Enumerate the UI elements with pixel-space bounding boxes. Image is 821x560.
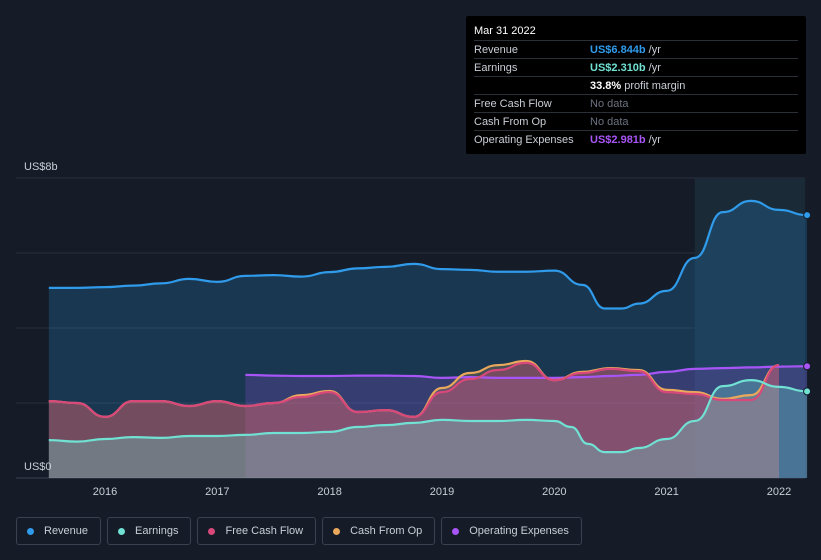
revenue-endpoint-marker: [803, 211, 812, 220]
earnings-area: [48, 380, 808, 478]
legend-dot-icon: [333, 527, 341, 535]
legend-label: Earnings: [135, 525, 179, 537]
legend-dot-icon: [118, 527, 126, 535]
earnings-endpoint-marker: [803, 387, 812, 396]
y-axis-top-label: US$8b: [24, 161, 58, 173]
free-cash-flow-line: [48, 361, 780, 418]
legend-label: Free Cash Flow: [225, 525, 304, 537]
data-tooltip: Mar 31 2022 Revenue US$6.844b/yr Earnings U…: [466, 16, 806, 154]
earnings-line: [48, 379, 808, 454]
operating-expenses-endpoint-marker: [803, 362, 812, 371]
x-tick-label: 2022: [767, 486, 791, 498]
series-lines: [48, 199, 808, 454]
revenue-area: [48, 200, 808, 478]
tooltip-row-value: US$6.844b: [590, 43, 646, 56]
chart-legend: Revenue Earnings Free Cash Flow Cash From O…: [16, 517, 582, 545]
legend-label: Revenue: [44, 525, 89, 537]
grid-lines: [16, 177, 805, 479]
tooltip-row-label: Free Cash Flow: [474, 97, 552, 110]
tooltip-row: Operating Expenses US$2.981b/yr: [474, 130, 798, 148]
tooltip-row-unit: /yr: [648, 133, 661, 146]
tooltip-row: 33.8% profit margin: [474, 76, 798, 94]
x-tick-label: 2021: [654, 486, 678, 498]
tooltip-row-value: No data: [590, 97, 629, 110]
legend-item-cash-from-op[interactable]: Cash From Op: [322, 517, 436, 545]
tooltip-row-unit: /yr: [648, 43, 661, 56]
tooltip-row-unit: /yr: [648, 61, 661, 74]
tooltip-row-value: 33.8%: [590, 79, 622, 92]
operating-expenses-line: [245, 365, 808, 379]
legend-dot-icon: [452, 527, 460, 535]
x-tick-label: 2016: [93, 486, 117, 498]
tooltip-row-unit: profit margin: [624, 79, 686, 92]
tooltip-row-label: Earnings: [474, 61, 518, 74]
series-areas: [48, 200, 808, 478]
operating-expenses-area: [245, 366, 808, 478]
x-axis-ticks: 2016 2017 2018 2019 2020 2021 2022: [93, 486, 791, 498]
tooltip-row: Free Cash Flow No data: [474, 94, 798, 112]
x-tick-label: 2018: [317, 486, 341, 498]
legend-label: Operating Expenses: [469, 525, 569, 537]
legend-item-free-cash-flow[interactable]: Free Cash Flow: [197, 517, 317, 545]
revenue-line: [48, 199, 808, 310]
x-tick-label: 2019: [430, 486, 454, 498]
tooltip-row-value: US$2.981b: [590, 133, 646, 146]
legend-item-earnings[interactable]: Earnings: [107, 517, 192, 545]
tooltip-row: Earnings US$2.310b/yr: [474, 58, 798, 76]
tooltip-row-value: No data: [590, 115, 629, 128]
tooltip-date: Mar 31 2022: [474, 25, 536, 37]
tooltip-row: Revenue US$6.844b/yr: [474, 40, 798, 58]
x-tick-label: 2017: [205, 486, 229, 498]
legend-item-operating-expenses[interactable]: Operating Expenses: [441, 517, 582, 545]
tooltip-row-label: Operating Expenses: [474, 133, 574, 146]
legend-dot-icon: [27, 527, 34, 535]
legend-dot-icon: [208, 527, 216, 535]
y-axis-bottom-label: US$0: [24, 461, 52, 473]
tooltip-row-label: Cash From Op: [474, 115, 547, 128]
tooltip-row-value: US$2.310b: [590, 61, 646, 74]
legend-label: Cash From Op: [350, 525, 423, 537]
legend-item-revenue[interactable]: Revenue: [16, 517, 102, 545]
tooltip-row: Cash From Op No data: [474, 112, 798, 130]
x-tick-label: 2020: [542, 486, 566, 498]
series-endpoints: [803, 211, 812, 396]
forecast-highlight-band: [694, 178, 805, 478]
tooltip-row-label: Revenue: [474, 43, 519, 56]
